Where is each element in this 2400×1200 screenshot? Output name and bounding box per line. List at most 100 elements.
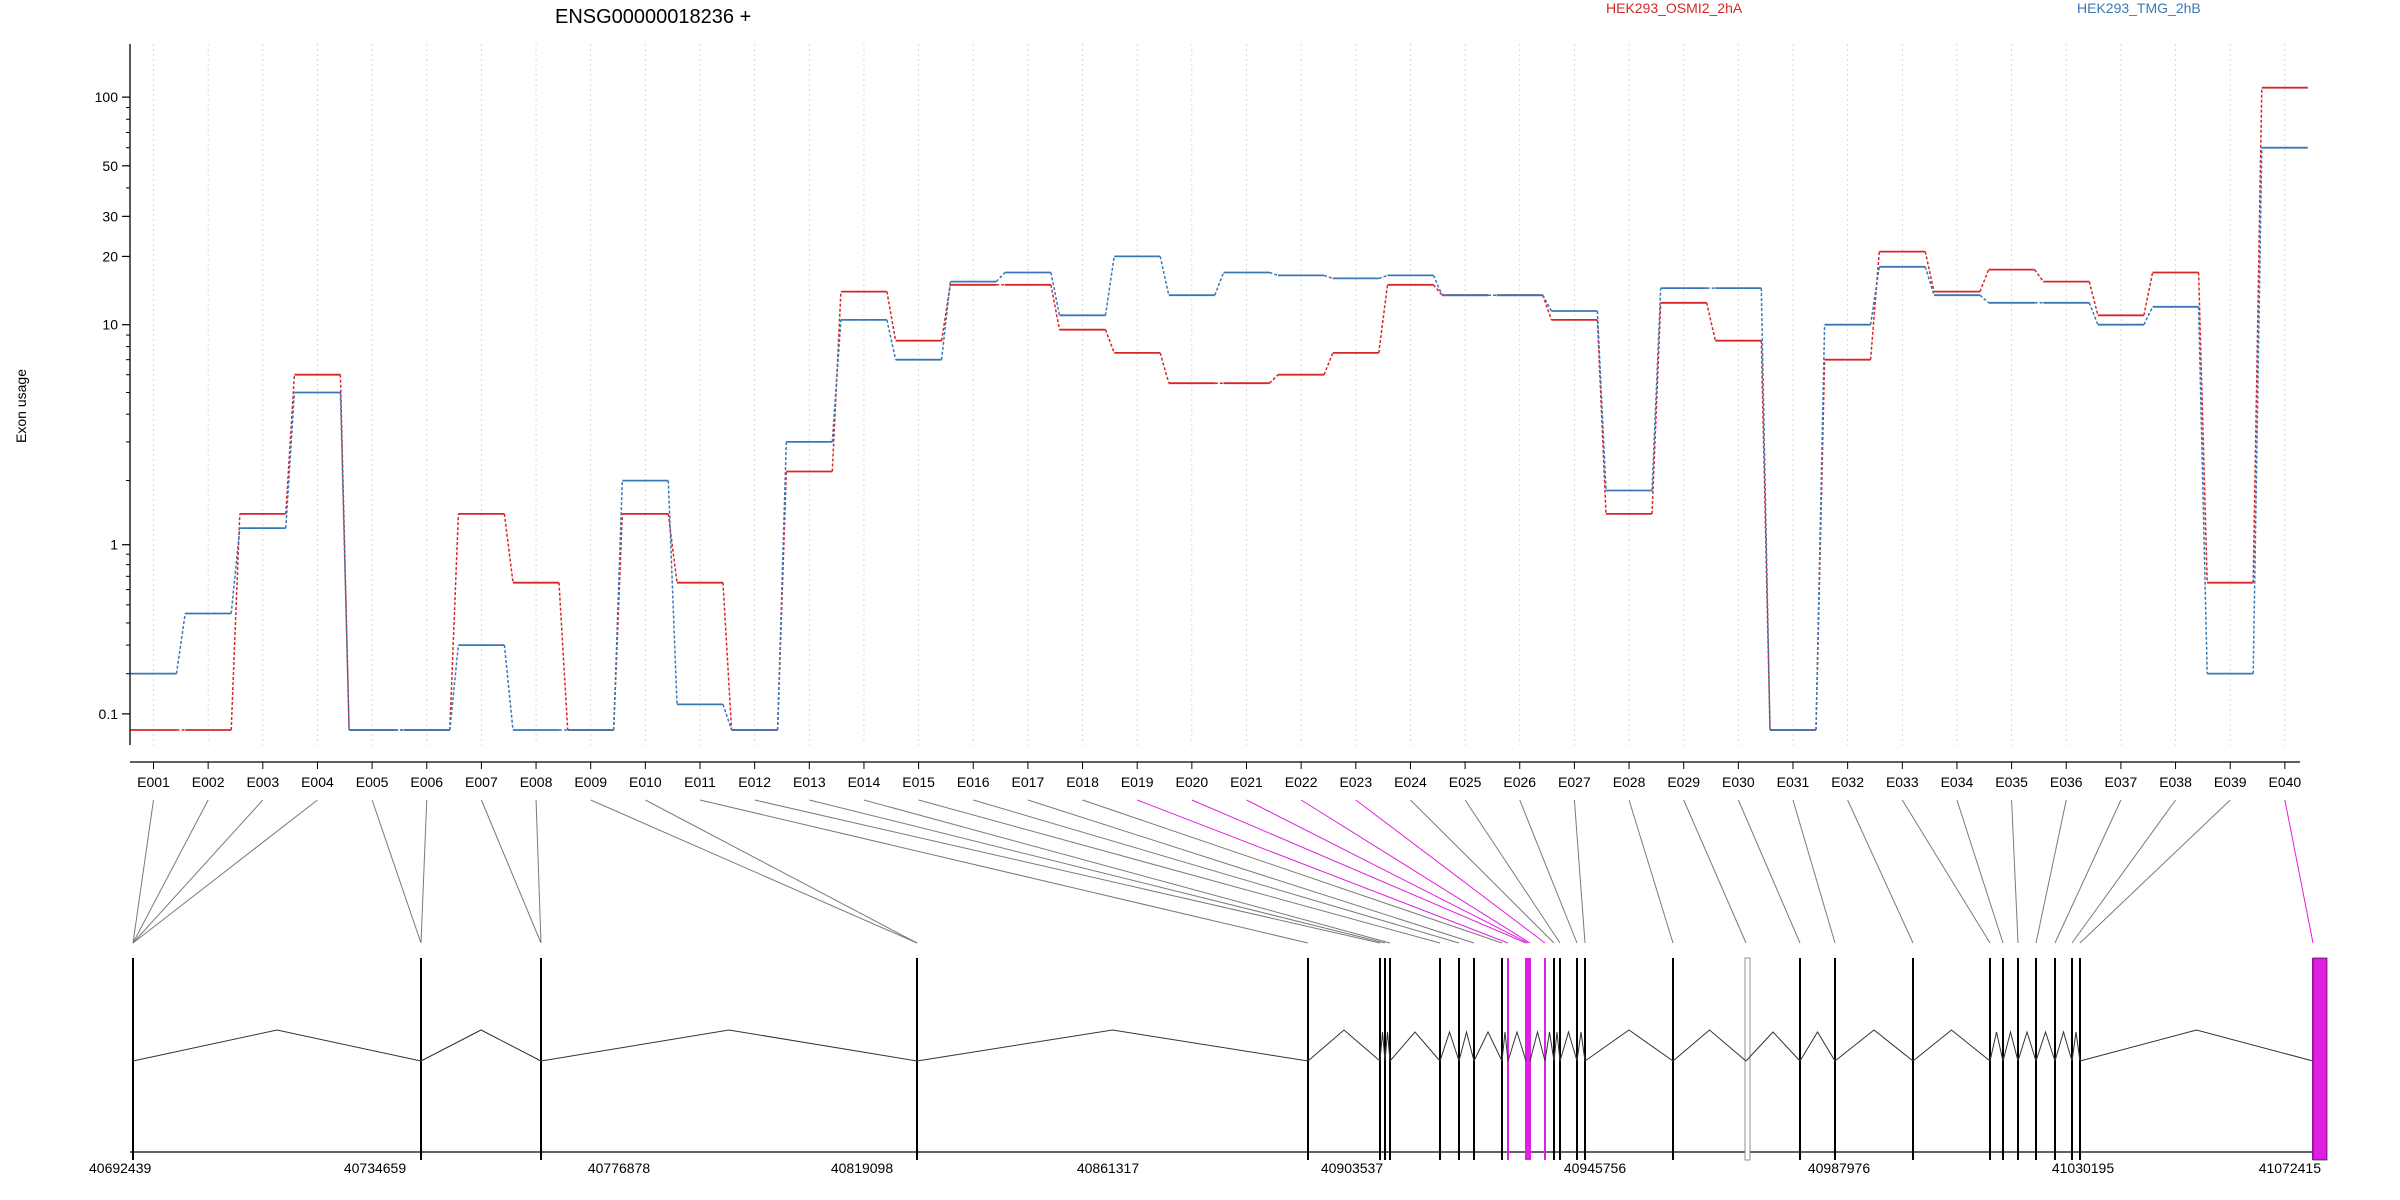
connector-e018: [1082, 799, 1503, 944]
y-tick-label: 50: [102, 158, 118, 174]
exon-label-e018: E018: [1066, 774, 1099, 790]
genomic-tick-label: 40861317: [1077, 1160, 1140, 1176]
y-tick-label: 0.1: [99, 706, 119, 722]
connector-e019: [1137, 799, 1509, 944]
exon-label-e038: E038: [2159, 774, 2192, 790]
intron-chevron: [1672, 1029, 1747, 1062]
intron-chevron: [1389, 1031, 1441, 1062]
y-tick-label: 20: [102, 248, 118, 264]
connector-e036: [2035, 799, 2067, 944]
exon-label-e014: E014: [848, 774, 881, 790]
exon-label-e019: E019: [1121, 774, 1154, 790]
intron-chevron: [132, 1029, 422, 1062]
intron-chevron: [1989, 1031, 2004, 1062]
y-tick-label: 30: [102, 208, 118, 224]
exon-label-e025: E025: [1449, 774, 1482, 790]
genomic-tick-label: 41030195: [2052, 1160, 2115, 1176]
connector-e020: [1191, 799, 1527, 944]
exon-label-e034: E034: [1941, 774, 1974, 790]
y-axis: 0.1 1 10 20 30 50 100: [95, 44, 2300, 763]
exon-bar-last: [2312, 957, 2328, 1161]
exon-label-e022: E022: [1285, 774, 1318, 790]
intron-chevron: [2054, 1030, 2073, 1062]
intron-chevron: [540, 1029, 918, 1062]
intron-chevron: [1379, 1031, 1386, 1062]
connector-e026: [1519, 799, 1578, 944]
exon-label-e024: E024: [1394, 774, 1427, 790]
exon-label-e039: E039: [2214, 774, 2247, 790]
intron-chevron: [2071, 1031, 2081, 1062]
connector-e007: [480, 799, 542, 944]
exon-label-e011: E011: [684, 774, 716, 790]
intron-chevron: [2079, 1029, 2314, 1062]
y-tick-label: 10: [102, 317, 118, 333]
y-tick-label: 100: [95, 89, 119, 105]
intron-chevron: [1473, 1030, 1503, 1062]
series-tmg: [130, 146, 2308, 731]
connector-e027: [1573, 799, 1586, 944]
exon-label-e003: E003: [246, 774, 279, 790]
connector-e032: [1847, 799, 1914, 944]
connector-e028: [1628, 799, 1674, 944]
genomic-tick-label: 40734659: [344, 1160, 407, 1176]
connector-e025: [1464, 799, 1561, 944]
exon-label-e036: E036: [2050, 774, 2083, 790]
connector-e030: [1737, 799, 1801, 944]
intron-chevron: [1559, 1030, 1578, 1062]
connector-e040: [2284, 799, 2314, 944]
connector-e008: [535, 799, 542, 944]
exon-labels: E001 E002 E003 E004 E005 E006 E007 E008 E009 E010…: [137, 762, 2301, 790]
connector-e005: [371, 799, 422, 944]
intron-chevron: [1544, 1031, 1555, 1062]
intron-chevron: [1307, 1029, 1381, 1062]
intron-chevron: [1458, 1030, 1475, 1062]
connector-e009: [590, 799, 918, 944]
connector-e034: [1956, 799, 2004, 944]
exon-label-e021: E021: [1230, 774, 1263, 790]
intron-chevron: [1501, 1031, 1509, 1062]
series-connector-path: [176, 87, 2263, 731]
exon-label-e017: E017: [1012, 774, 1045, 790]
intron-chevron: [1384, 1031, 1391, 1062]
intron-chevron: [1529, 1030, 1546, 1062]
y-axis-label: Exon usage: [13, 369, 29, 443]
genomic-tick-label: 40819098: [831, 1160, 894, 1176]
connector-e012: [754, 799, 1381, 944]
chart-title: ENSG00000018236 +: [555, 6, 751, 28]
exon-label-e012: E012: [738, 774, 771, 790]
exon-label-e001: E001: [137, 774, 170, 790]
gene-model: [130, 957, 2328, 1161]
connector-e014: [863, 799, 1391, 944]
connector-e029: [1683, 799, 1747, 944]
connector-e016: [973, 799, 1460, 944]
series-osmi2: [130, 86, 2308, 731]
connector-e004: [132, 799, 318, 944]
exon-label-e040: E040: [2268, 774, 2301, 790]
genomic-tick-label: 41072415: [2259, 1160, 2322, 1176]
intron-chevron: [2017, 1030, 2037, 1062]
connector-e033: [1901, 799, 1991, 944]
connector-e031: [1792, 799, 1836, 944]
exon-label-e035: E035: [1995, 774, 2028, 790]
intron-chevron: [2002, 1030, 2019, 1062]
exon-label-e007: E007: [465, 774, 498, 790]
exon-label-e015: E015: [902, 774, 935, 790]
genomic-tick-label: 40692439: [89, 1160, 152, 1176]
series-lines: [130, 86, 2308, 731]
connector-e035: [2011, 799, 2019, 944]
connector-e015: [918, 799, 1441, 944]
legend-label-tmg: HEK293_TMG_2hB: [2077, 0, 2201, 16]
genomic-tick-label: 40945756: [1564, 1160, 1627, 1176]
connector-e001: [132, 799, 154, 944]
exon-grid-lines: [153, 44, 2286, 745]
genomic-tick-label: 40987976: [1808, 1160, 1871, 1176]
connector-e003: [132, 799, 264, 944]
exon-label-e027: E027: [1558, 774, 1591, 790]
exon-label-e005: E005: [356, 774, 389, 790]
exon-connectors: [132, 799, 2314, 944]
exon-label-e016: E016: [957, 774, 990, 790]
exon-label-e002: E002: [192, 774, 225, 790]
connector-e002: [132, 799, 209, 944]
intron-chevron: [1553, 1031, 1561, 1062]
